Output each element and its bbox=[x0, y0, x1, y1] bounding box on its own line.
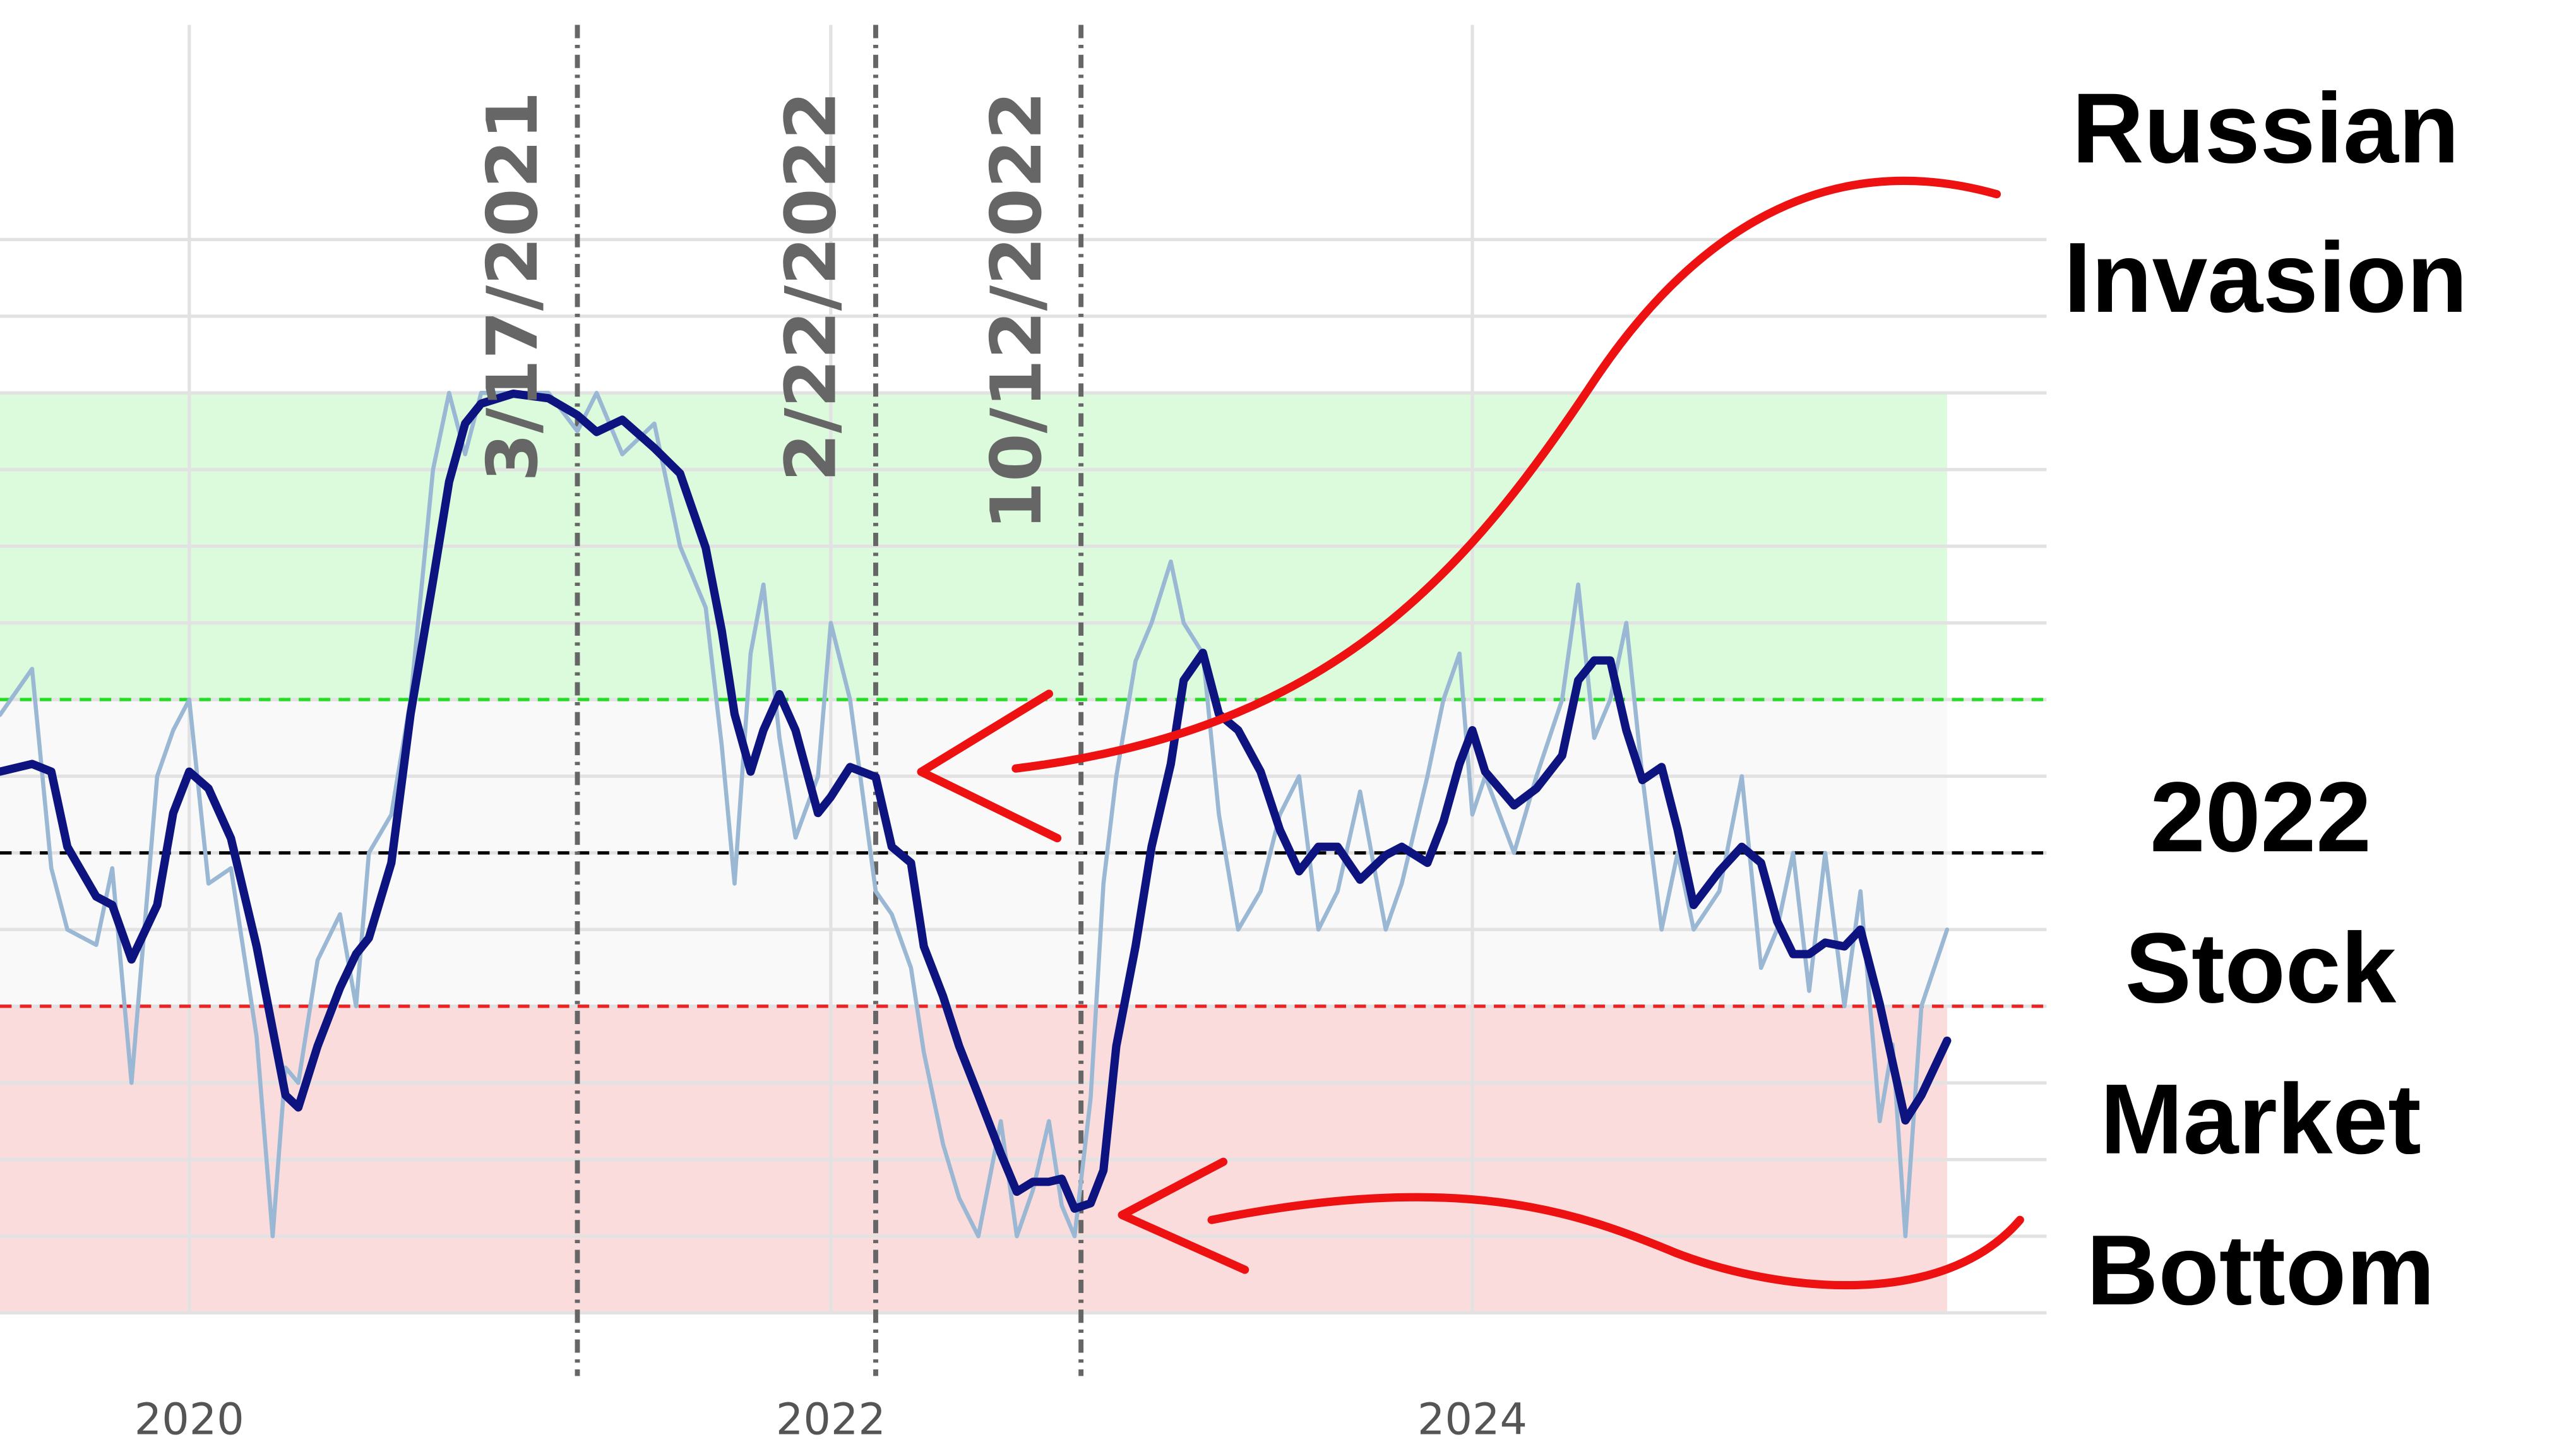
labels: 2020 2022 2024 3/17/2021 2/22/2022 10/12/2022… bbox=[134, 73, 2468, 1445]
arrow-market-bottom bbox=[1207, 1193, 2024, 1290]
arrow-russian-invasion bbox=[1011, 176, 2001, 773]
event-label: 10/12/2022 bbox=[977, 92, 1058, 530]
x-tick-label: 2022 bbox=[776, 1395, 886, 1445]
series-line bbox=[0, 390, 1950, 1239]
arrowhead-market-bottom bbox=[1118, 1157, 1249, 1274]
plot-area bbox=[0, 25, 2047, 1376]
annotation: Russian bbox=[2072, 73, 2460, 184]
annotation: Market bbox=[2100, 1064, 2421, 1175]
arrowhead-russian-invasion bbox=[917, 689, 1062, 843]
series-line bbox=[0, 389, 1952, 1213]
event-label: 2/22/2022 bbox=[772, 92, 852, 482]
annotation: Stock bbox=[2125, 912, 2397, 1023]
annotation: Bottom bbox=[2087, 1215, 2435, 1326]
x-tick-label: 2024 bbox=[1417, 1395, 1527, 1445]
x-tick-label: 2020 bbox=[134, 1395, 244, 1445]
arrows bbox=[917, 176, 2024, 1290]
event-label: 3/17/2021 bbox=[473, 92, 554, 482]
annotation: 2022 bbox=[2150, 761, 2371, 873]
annotation: Invasion bbox=[2063, 222, 2467, 333]
